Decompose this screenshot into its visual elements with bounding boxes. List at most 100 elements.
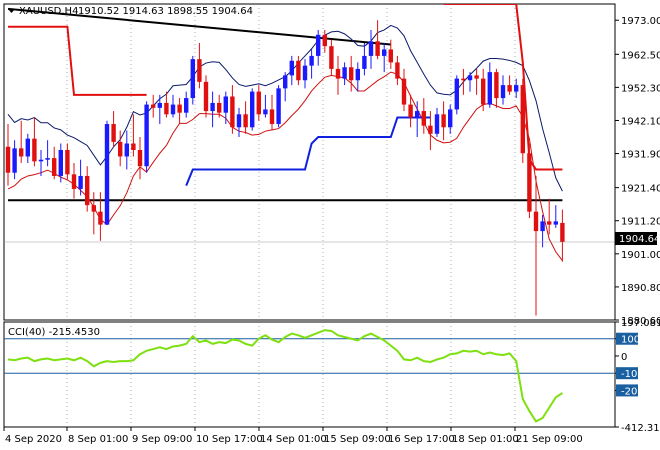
candle-body xyxy=(98,211,103,225)
cci-tick-label: 100 xyxy=(621,335,640,346)
candle-body xyxy=(415,111,420,118)
candle-body xyxy=(316,34,321,56)
candle-body xyxy=(71,174,77,189)
price-tick-label: 1952.30 xyxy=(621,83,660,94)
candle-body xyxy=(197,59,202,82)
candle-body xyxy=(65,149,70,175)
candle-body xyxy=(421,111,426,126)
candle-body xyxy=(177,104,182,113)
candle-body xyxy=(52,158,57,176)
current-price-tag-bg xyxy=(615,232,657,245)
time-tick-label: 16 Sep 17:00 xyxy=(388,434,455,445)
time-tick-label: 14 Sep 01:00 xyxy=(260,434,327,445)
candle-body xyxy=(441,114,446,128)
price-tick-label: 1890.80 xyxy=(621,283,660,294)
cci-tick-label: -412.3125 xyxy=(621,423,660,434)
price-tick-label: 1921.40 xyxy=(621,184,660,195)
cci-title: CCI(40) -215.4530 xyxy=(8,327,100,338)
candle-body xyxy=(184,98,189,113)
candle-body xyxy=(560,222,565,243)
candle-body xyxy=(236,114,242,128)
candle-body xyxy=(12,148,17,173)
candle-body xyxy=(540,221,545,232)
candle-body xyxy=(388,49,393,63)
cci-grid xyxy=(4,322,615,427)
candle-body xyxy=(375,41,380,56)
candle-body xyxy=(263,109,268,115)
candle-body xyxy=(329,46,334,69)
price-tick-label: 1880.60 xyxy=(621,316,660,327)
candle-body xyxy=(223,96,228,113)
candle-body xyxy=(434,114,440,134)
time-tick-label: 4 Sep 2020 xyxy=(5,434,62,445)
candle-body xyxy=(131,143,136,150)
cci-tick-label: -100 xyxy=(621,369,644,380)
cci-panel xyxy=(3,321,616,428)
candle-body xyxy=(45,158,50,160)
price-plot xyxy=(4,4,615,316)
cci-tick-label: -200 xyxy=(621,386,644,397)
stop-line-blue xyxy=(185,116,431,187)
candle-body xyxy=(461,78,466,81)
cci-axis: 197.0814 100 0 -100 -200 -412.3125 xyxy=(615,318,660,434)
candle-body xyxy=(38,159,44,162)
candle-body xyxy=(85,175,90,206)
candle-body xyxy=(276,88,281,125)
candle-body xyxy=(144,104,149,167)
candle-body xyxy=(448,109,453,128)
price-tick-label: 1973.00 xyxy=(621,16,660,27)
candle-body xyxy=(296,60,301,81)
cci-level-tag xyxy=(616,384,638,397)
cci-level-tag xyxy=(616,332,638,345)
candle-body xyxy=(269,109,275,125)
price-tick-label: 1911.20 xyxy=(621,217,660,228)
candle-body xyxy=(118,141,123,157)
symbol-dropdown-icon[interactable] xyxy=(8,9,15,13)
price-tick-label: 1931.90 xyxy=(621,150,660,161)
cci-tick-label: 0 xyxy=(621,352,627,363)
time-axis: 4 Sep 2020 8 Sep 01:00 9 Sep 09:00 10 Sep 1… xyxy=(3,427,583,445)
candle-body xyxy=(210,102,215,112)
candle-body xyxy=(78,175,83,189)
cci-level-tag xyxy=(616,367,638,380)
candle-body xyxy=(362,55,367,69)
candle-body xyxy=(500,85,506,99)
candle-body xyxy=(342,67,347,79)
candle-body xyxy=(382,49,387,56)
price-tick-label: 1942.10 xyxy=(621,116,660,127)
candle-body xyxy=(164,102,169,115)
candle-body xyxy=(111,124,116,142)
candle-body xyxy=(454,78,459,110)
time-tick-label: 9 Sep 09:00 xyxy=(132,434,192,445)
candle-body xyxy=(289,60,294,76)
candle-body xyxy=(190,59,195,99)
main-grid xyxy=(66,4,516,320)
candle-body xyxy=(151,104,156,108)
candle-body xyxy=(507,85,512,92)
price-axis: 1973.00 1962.50 1952.30 1942.10 1931.90 1921.… xyxy=(615,16,660,327)
candle-body xyxy=(547,221,552,225)
candle-body xyxy=(395,62,400,79)
candle-body xyxy=(217,102,222,113)
candle-body xyxy=(349,67,354,81)
candle-body xyxy=(58,149,63,176)
candle-body xyxy=(487,72,492,105)
candle-body xyxy=(309,55,314,66)
time-tick-label: 8 Sep 01:00 xyxy=(68,434,128,445)
stop-line-red xyxy=(443,4,563,171)
candle-body xyxy=(91,205,96,212)
candle-body xyxy=(467,75,473,81)
candle-body xyxy=(25,138,30,157)
candle-body xyxy=(124,143,129,157)
candle-body xyxy=(302,65,308,81)
cci-plot xyxy=(7,329,563,423)
candle-body xyxy=(19,148,24,157)
candle-body xyxy=(520,85,525,154)
chart-title-symbol: XAUUSD,H4 xyxy=(19,6,78,17)
candle-body xyxy=(283,75,288,89)
candle-body xyxy=(514,85,519,92)
cci-tick-label: 197.0814 xyxy=(621,318,660,329)
candle-body xyxy=(32,138,37,162)
time-tick-label: 18 Sep 01:00 xyxy=(452,434,519,445)
